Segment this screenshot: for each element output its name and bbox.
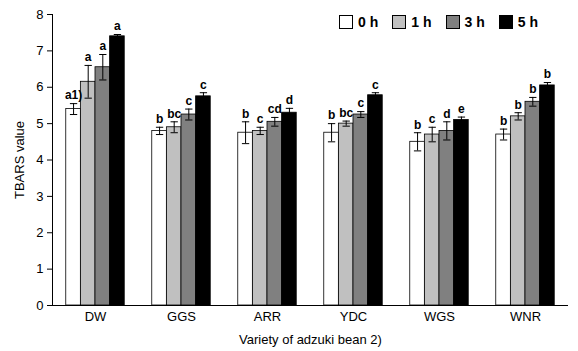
html-text:1 h: 1 h [411, 14, 432, 30]
svg-text:4: 4 [36, 152, 43, 167]
svg-text:bc: bc [339, 106, 353, 120]
svg-text:8: 8 [36, 7, 43, 22]
svg-text:ARR: ARR [254, 309, 281, 324]
svg-text:c: c [429, 112, 436, 126]
svg-text:e: e [458, 102, 465, 116]
svg-text:c: c [372, 78, 379, 92]
svg-text:b: b [242, 107, 249, 121]
svg-text:c: c [357, 96, 364, 110]
svg-text:c: c [185, 94, 192, 108]
svg-text:7: 7 [36, 43, 43, 58]
svg-text:a: a [99, 39, 106, 53]
svg-text:c: c [200, 78, 207, 92]
html-text:5 h: 5 h [517, 14, 538, 30]
svg-text:YDC: YDC [340, 309, 367, 324]
svg-text:1: 1 [36, 261, 43, 276]
svg-text:0: 0 [36, 298, 43, 313]
svg-text:TBARS value: TBARS value [12, 121, 27, 199]
svg-text:3: 3 [36, 189, 43, 204]
svg-text:a: a [114, 19, 121, 33]
svg-text:2: 2 [36, 225, 43, 240]
svg-text:DW: DW [85, 309, 107, 324]
svg-text:b: b [544, 67, 551, 81]
html-text:3 h: 3 h [464, 14, 485, 30]
svg-text:6: 6 [36, 79, 43, 94]
svg-text:WNR: WNR [510, 309, 541, 324]
html-text:0 h: 0 h [358, 14, 379, 30]
svg-text:5: 5 [36, 116, 43, 131]
svg-text:a: a [85, 50, 92, 64]
svg-text:cd: cd [268, 102, 282, 116]
svg-text:d: d [286, 93, 293, 107]
svg-text:b: b [500, 114, 507, 128]
svg-text:b: b [328, 108, 335, 122]
svg-text:bc: bc [167, 107, 181, 121]
svg-text:WGS: WGS [424, 309, 455, 324]
svg-text:GGS: GGS [167, 309, 196, 324]
svg-text:c: c [257, 112, 264, 126]
svg-text:d: d [443, 107, 450, 121]
svg-text:b: b [515, 98, 522, 112]
svg-text:b: b [414, 118, 421, 132]
svg-text:Variety of adzuki bean 2): Variety of adzuki bean 2) [239, 332, 382, 347]
svg-text:b: b [529, 82, 536, 96]
svg-text:b: b [156, 112, 163, 126]
svg-text:a1): a1) [65, 88, 82, 102]
